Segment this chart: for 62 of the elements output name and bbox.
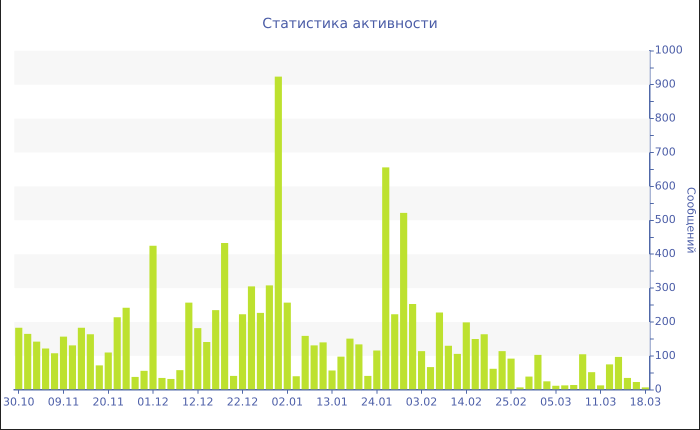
bar: [418, 351, 426, 390]
bar: [78, 328, 85, 390]
bar: [632, 382, 640, 390]
bar: [68, 345, 76, 390]
x-tick-label: 18.03: [630, 395, 662, 408]
y-axis-title: Сообщений: [684, 187, 698, 254]
bar: [426, 367, 434, 390]
bar: [337, 356, 345, 390]
x-tick-label: 01.12: [137, 395, 169, 408]
bar: [158, 378, 166, 390]
bar: [256, 312, 264, 390]
y-tick-label: 900: [654, 78, 676, 91]
bar: [149, 246, 157, 390]
bar: [328, 370, 336, 390]
bar: [42, 348, 50, 390]
x-tick-label: 02.01: [272, 395, 304, 408]
bar: [498, 351, 506, 390]
y-tick-label: 600: [654, 179, 676, 192]
bar: [167, 378, 174, 390]
bar: [266, 285, 273, 390]
x-tick-label: 25.02: [495, 395, 527, 408]
bar: [614, 356, 622, 390]
y-tick-label: 500: [654, 213, 676, 226]
bar: [248, 286, 256, 390]
y-tick-label: 700: [654, 145, 676, 158]
y-tick-label: 1000: [654, 44, 683, 57]
x-tick-label: 03.02: [406, 395, 438, 408]
bar: [355, 344, 362, 390]
bar: [132, 376, 139, 390]
bar: [238, 314, 246, 390]
y-tick-label: 800: [654, 111, 676, 124]
y-tick-label: 100: [654, 348, 676, 362]
x-tick-label: 09.11: [48, 395, 80, 408]
x-tick-label: 13.01: [316, 395, 348, 408]
x-tick-label: 14.02: [450, 395, 482, 408]
x-tick-label: 05.03: [540, 395, 572, 408]
bar: [606, 364, 614, 390]
x-tick-label: 30.10: [2, 395, 34, 408]
bar: [444, 346, 452, 390]
bar: [409, 304, 416, 390]
bar: [140, 370, 148, 390]
bar: [525, 376, 533, 390]
bar: [320, 342, 327, 390]
y-tick-label: 400: [654, 247, 676, 260]
y-tick-label: 300: [654, 280, 676, 294]
x-tick-label: 11.03: [584, 395, 616, 408]
y-tick-label: 200: [654, 314, 676, 328]
x-tick-label: 24.01: [361, 395, 393, 408]
bar: [436, 312, 444, 390]
bar: [60, 336, 68, 390]
bar: [596, 385, 604, 390]
bar: [534, 354, 542, 390]
y-tick-label: 0: [654, 382, 662, 396]
chart-title: Статистика активности: [262, 16, 438, 32]
bar: [346, 338, 354, 390]
x-tick-label: 22.12: [226, 395, 258, 408]
bar: [624, 378, 632, 390]
x-tick-label: 12.12: [182, 395, 214, 408]
bar: [507, 358, 515, 390]
bar: [230, 376, 238, 390]
bar: [50, 353, 58, 390]
x-tick-label: 20.11: [92, 395, 124, 408]
